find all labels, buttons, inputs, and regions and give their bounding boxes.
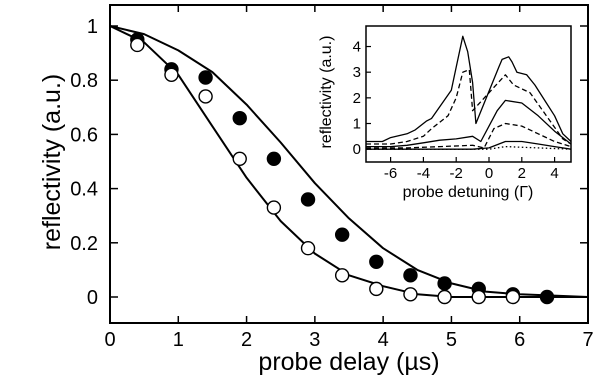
filled-data-point (437, 276, 452, 291)
main-y-tick-label: 0.2 (70, 233, 98, 255)
open-data-point (266, 200, 282, 215)
inset-background (360, 22, 572, 162)
filled-data-point (403, 268, 418, 283)
filled-data-point (334, 227, 350, 242)
main-plot-frame (109, 4, 589, 324)
inset-y-tick-label: 4 (353, 39, 361, 56)
main-y-tick-label: 0.8 (70, 70, 98, 92)
main-x-tick-label: 1 (173, 329, 184, 351)
inset-chart: -6 -4 -2 0 2 4 0 1 2 3 4 probe detuning (Γ) reflec… (318, 22, 572, 201)
open-data-point (334, 268, 350, 283)
inset-y-tick-label: 0 (353, 141, 361, 158)
open-data-point (369, 281, 384, 297)
inset-y-axis-label: reflectivity (a.u.) (318, 36, 335, 149)
inset-x-tick-label: -2 (450, 165, 463, 182)
main-y-tick-label: 0 (87, 287, 98, 309)
inset-x-tick-label: 2 (518, 165, 526, 182)
main-ticks: 0 1 2 3 4 5 6 7 0 0.2 0.4 0.6 0.8 1 (70, 5, 594, 351)
main-x-tick-label: 5 (446, 329, 457, 351)
open-data-point (130, 37, 145, 53)
main-x-tick-label: 2 (241, 329, 252, 351)
main-y-tick-label: 1 (87, 16, 98, 38)
open-data-point (471, 289, 486, 305)
main-x-tick-label: 4 (378, 329, 389, 351)
open-data-point (437, 289, 452, 305)
main-y-axis-label: reflectivity (a.u.) (38, 74, 66, 250)
main-x-tick-label: 3 (309, 329, 320, 351)
main-x-tick-label: 6 (514, 329, 525, 351)
main-x-tick-label: 0 (104, 329, 115, 351)
inset-curve-6 (366, 145, 572, 150)
inset-ticks: -6 -4 -2 0 2 4 0 1 2 3 4 (353, 39, 559, 182)
main-data-points (130, 32, 555, 305)
inset-x-tick-label: 0 (485, 165, 493, 182)
inset-y-tick-label: 1 (353, 116, 361, 133)
inset-x-tick-label: -6 (384, 165, 397, 182)
open-data-point (164, 67, 179, 82)
open-data-point (403, 287, 418, 302)
main-x-axis-label: probe delay (µs) (258, 348, 439, 376)
filled-data-point (369, 254, 384, 269)
inset-y-tick-label: 3 (353, 64, 361, 81)
main-chart: 0 1 2 3 4 5 6 700.20.40.60.81 probe delay (µs) … (38, 4, 594, 376)
inset-x-tick-label: -4 (417, 165, 430, 182)
filled-data-point (266, 151, 282, 166)
filled-data-point (300, 192, 316, 207)
filled-data-point (539, 289, 555, 305)
inset-curve-3 (366, 99, 572, 148)
inset-curve-4 (366, 122, 572, 149)
inset-curves (366, 35, 572, 150)
main-y-tick-label: 0.4 (70, 179, 98, 201)
inset-x-axis-label: probe detuning (Γ) (403, 184, 534, 201)
open-data-point (300, 241, 316, 256)
inset-x-tick-label: 4 (550, 165, 558, 182)
open-data-point (505, 289, 521, 305)
open-data-point (198, 89, 213, 104)
inset-y-tick-label: 2 (353, 90, 361, 107)
inset-curve-2 (366, 68, 572, 145)
main-y-tick-label: 0.6 (70, 124, 98, 146)
main-x-tick-label: 7 (582, 329, 593, 351)
open-data-point (232, 151, 247, 166)
filled-data-point (198, 70, 213, 85)
inset-plot-frame (365, 25, 572, 163)
filled-data-point (232, 110, 247, 126)
inset-curve-1 (366, 35, 572, 143)
